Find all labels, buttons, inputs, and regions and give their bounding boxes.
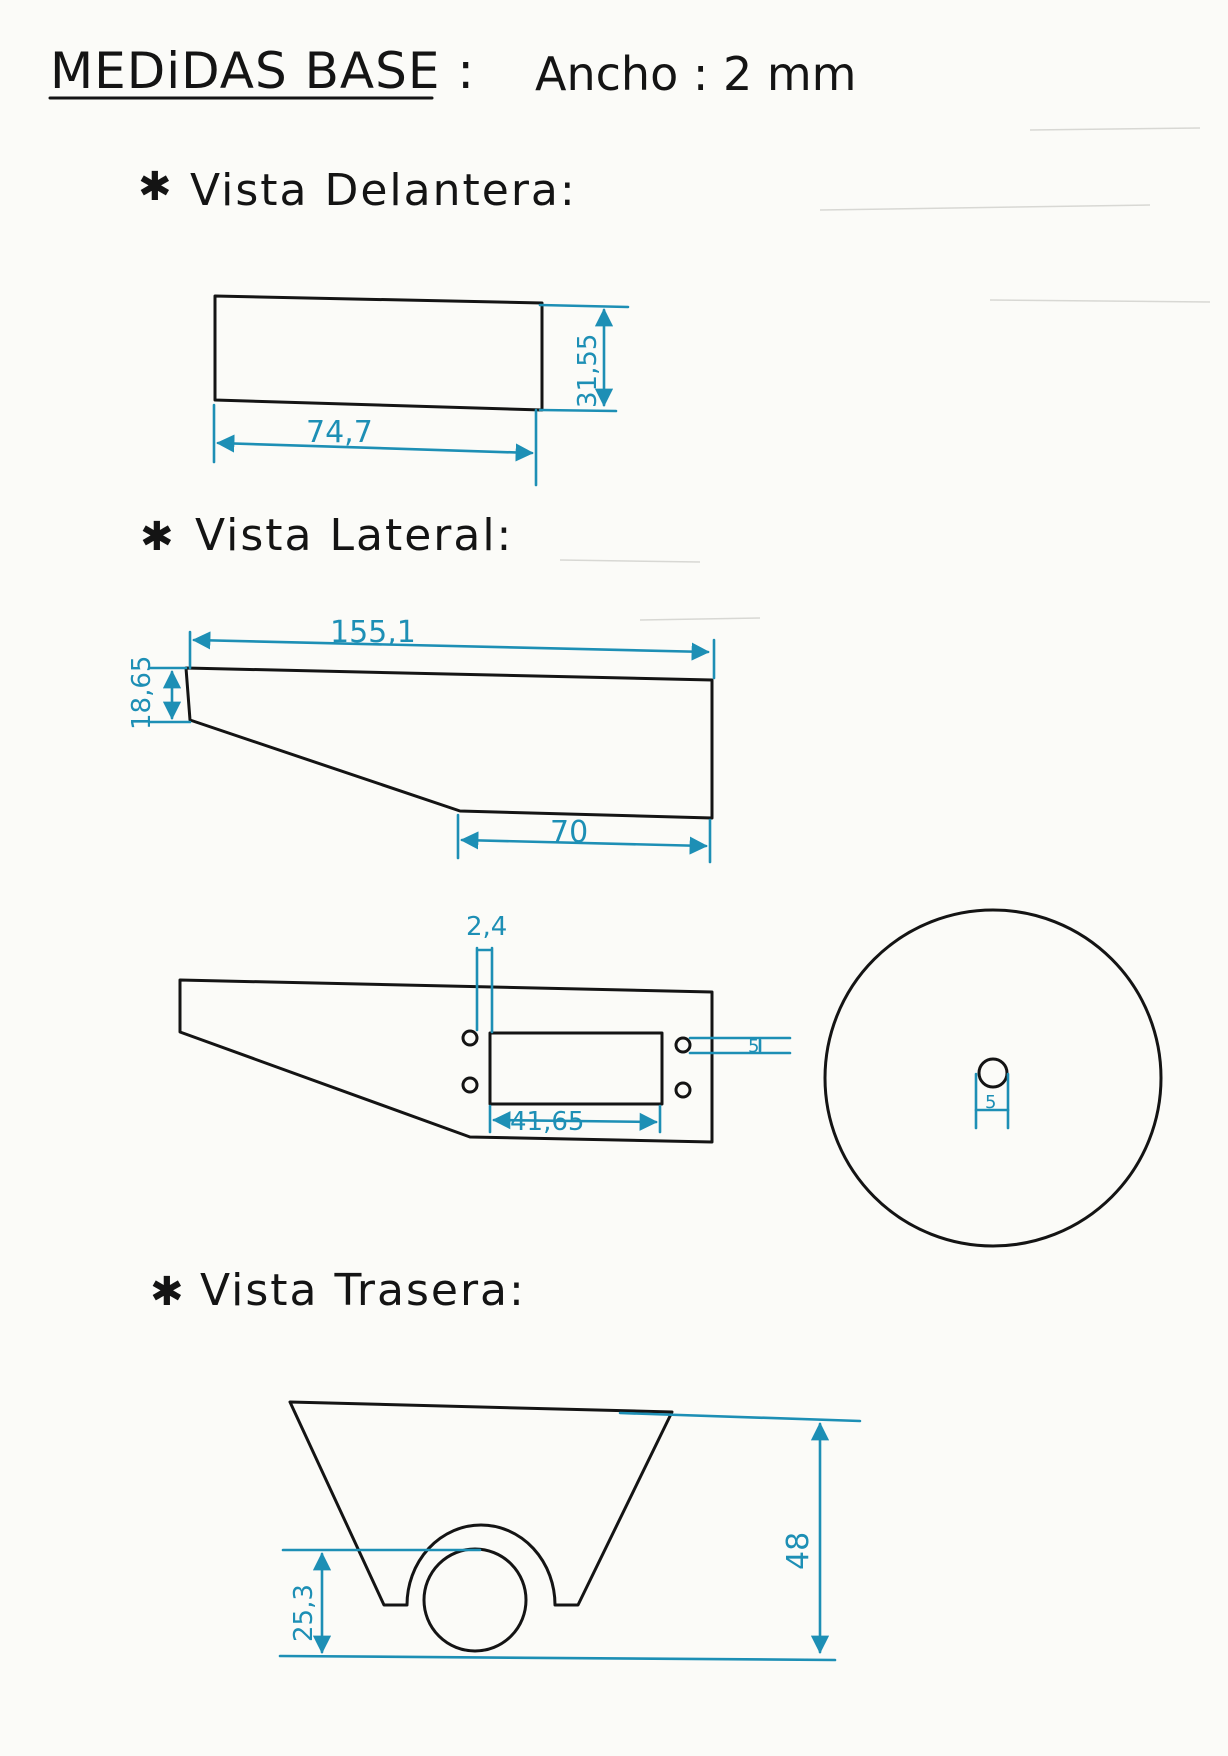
detail-dim-offset-label: 2,4 xyxy=(466,912,507,942)
detail-dim-slot-label: 41,65 xyxy=(510,1107,584,1137)
mount-hole-top-right xyxy=(674,1036,692,1054)
detail-dim-right-label: 5 xyxy=(748,1036,759,1057)
rear-view-trapezoid xyxy=(288,1400,674,1607)
rear-view-label: Vista Trasera: xyxy=(200,1265,526,1316)
side-view-label: Vista Lateral: xyxy=(195,510,513,561)
side-detail-outline xyxy=(178,978,714,1144)
front-view-label: Vista Delantera: xyxy=(190,165,577,216)
rear-view: ✱ Vista Trasera: 48 25,3 xyxy=(150,1265,862,1662)
mount-hole-bottom-left xyxy=(461,1076,479,1094)
paper-ghost-lines xyxy=(559,127,1211,621)
side-dim-front-height-label: 18,65 xyxy=(127,656,157,730)
side-view-outline xyxy=(184,666,714,820)
rear-dim-ext-top xyxy=(618,1411,862,1423)
side-dim-bottom-label: 70 xyxy=(550,815,588,850)
rear-dim-ext-bottom xyxy=(278,1654,837,1662)
side-dim-length-label: 155,1 xyxy=(330,615,416,650)
side-dim-length-line xyxy=(192,631,710,661)
bullet-star-icon: ✱ xyxy=(138,164,172,210)
front-dim-ext-bottom xyxy=(538,408,618,413)
front-dim-width-label: 74,7 xyxy=(306,415,373,450)
side-dim-bottom-line xyxy=(460,831,708,855)
side-view: ✱ Vista Lateral: 155,1 18,65 70 xyxy=(127,510,716,864)
wheel-center-hole xyxy=(977,1057,1009,1089)
rear-dim-arch-label: 25,3 xyxy=(289,1584,319,1642)
rear-wheel-circle xyxy=(422,1547,528,1653)
front-dim-height-label: 31,55 xyxy=(573,334,603,408)
rear-dim-height-label: 48 xyxy=(781,1532,816,1570)
front-view: ✱ Vista Delantera: 74,7 31,55 xyxy=(138,164,630,487)
mount-hole-bottom-right xyxy=(674,1081,692,1099)
front-dim-width-line xyxy=(216,434,534,462)
slot-rectangle xyxy=(488,1031,664,1106)
page-title: MEDiDAS BASE : xyxy=(50,42,475,100)
detail-dim-slot-line xyxy=(492,1111,658,1131)
bullet-star-icon: ✱ xyxy=(150,1269,184,1315)
front-dim-ext-top xyxy=(538,303,630,309)
bullet-star-icon: ✱ xyxy=(140,514,174,560)
width-note: Ancho : 2 mm xyxy=(535,47,856,101)
wheel-disc-circle xyxy=(823,908,1163,1248)
disc-dim-label: 5 xyxy=(985,1092,996,1113)
front-view-rectangle xyxy=(213,294,544,412)
mount-hole-top-left xyxy=(461,1029,479,1047)
side-detail-view: 2,4 41,65 5 5 xyxy=(178,908,1163,1248)
